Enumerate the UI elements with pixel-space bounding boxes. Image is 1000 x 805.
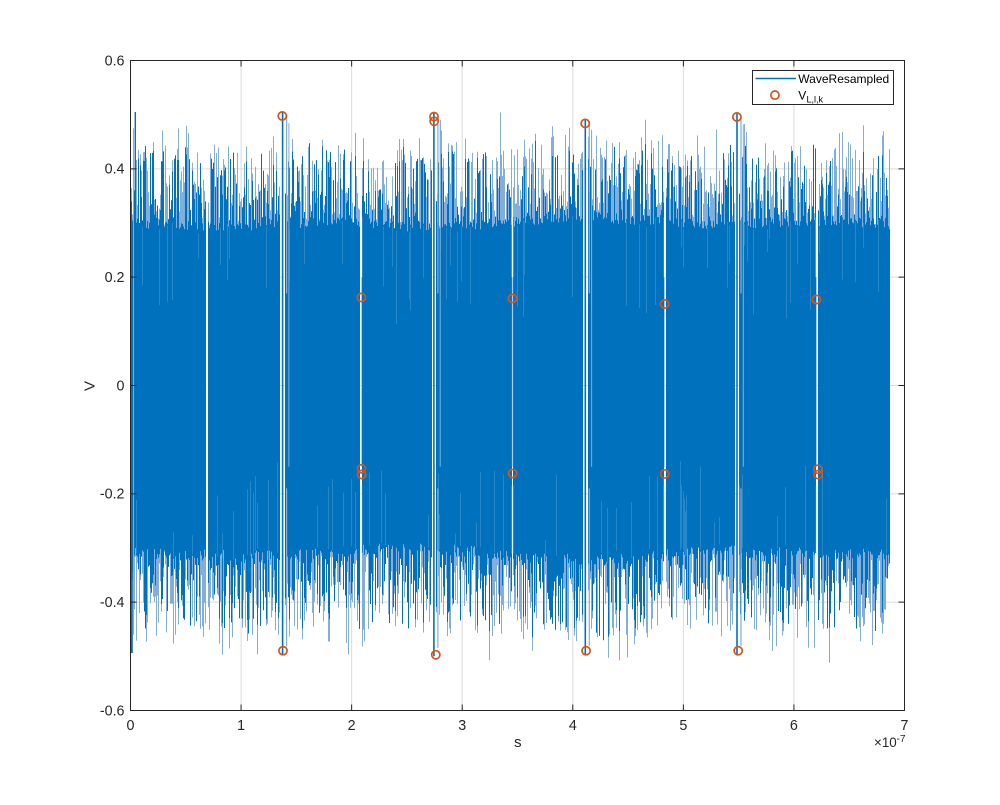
svg-text:-7: -7 xyxy=(897,734,906,745)
svg-text:WaveResampled: WaveResampled xyxy=(798,72,889,86)
svg-text:5: 5 xyxy=(679,718,687,734)
svg-text:0: 0 xyxy=(117,378,125,394)
svg-text:7: 7 xyxy=(901,718,909,734)
svg-text:L,l,k: L,l,k xyxy=(807,95,824,105)
svg-text:3: 3 xyxy=(458,718,466,734)
svg-text:V: V xyxy=(82,380,99,391)
svg-text:×10: ×10 xyxy=(874,735,897,750)
svg-text:-0.6: -0.6 xyxy=(100,703,125,719)
svg-text:V: V xyxy=(798,89,806,103)
svg-text:0: 0 xyxy=(127,718,135,734)
svg-text:1: 1 xyxy=(237,718,245,734)
svg-text:0.2: 0.2 xyxy=(105,270,125,286)
svg-text:0.6: 0.6 xyxy=(105,53,125,69)
svg-text:-0.2: -0.2 xyxy=(100,487,125,503)
svg-text:6: 6 xyxy=(790,718,798,734)
svg-text:2: 2 xyxy=(348,718,356,734)
svg-text:4: 4 xyxy=(569,718,577,734)
svg-text:0.4: 0.4 xyxy=(105,162,125,178)
svg-text:-0.4: -0.4 xyxy=(100,595,125,611)
svg-text:s: s xyxy=(514,734,522,751)
